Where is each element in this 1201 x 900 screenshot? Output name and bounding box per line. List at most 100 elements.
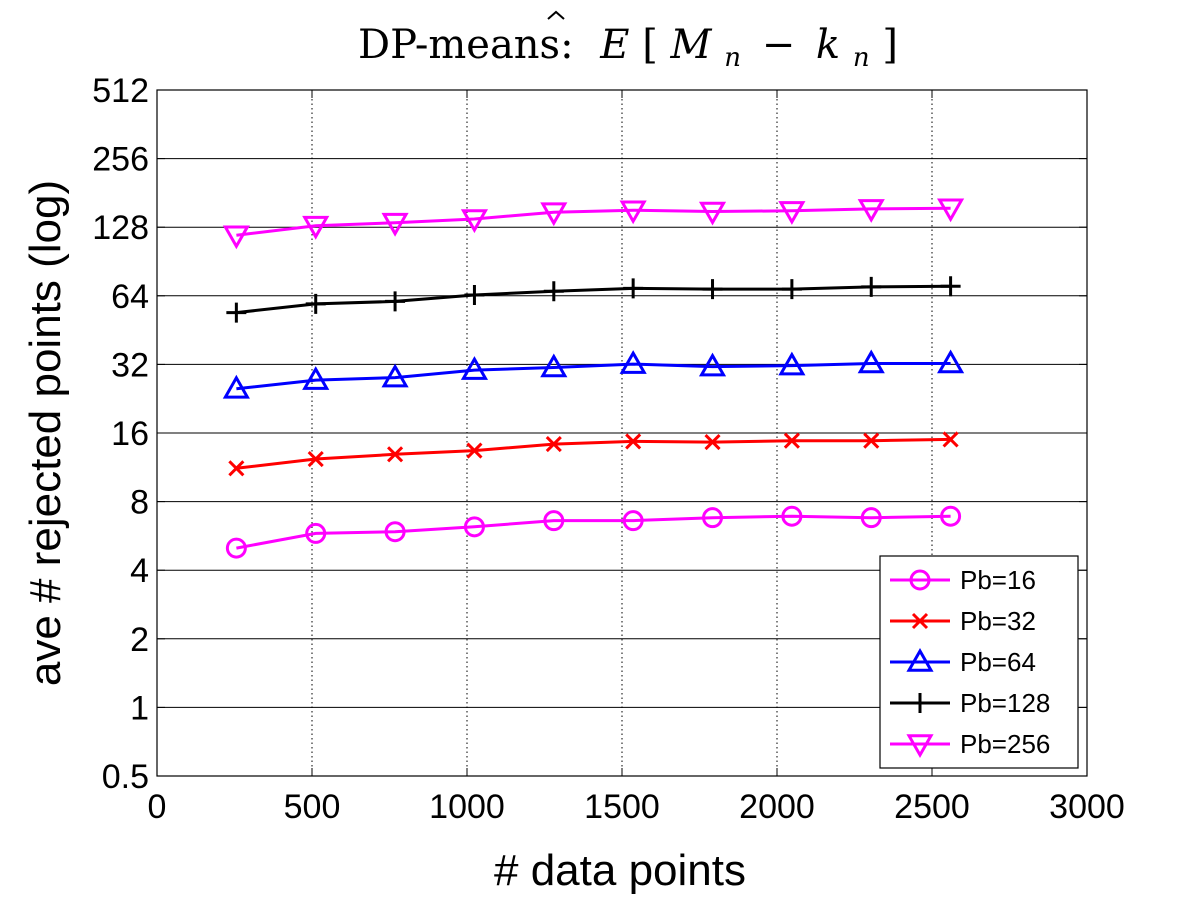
data-point [704, 434, 721, 451]
data-point [623, 278, 644, 299]
data-point [857, 199, 885, 223]
axes: 0 500 1000 1500 2000 2500 3000 0.5 1 2 4 8 16 32 64 128… [92, 72, 1125, 826]
title-prefix: DP-means: [358, 22, 574, 68]
data-point [463, 516, 485, 538]
data-point [781, 279, 802, 300]
data-point [222, 225, 250, 250]
legend-marker [909, 569, 931, 591]
series-line [236, 362, 951, 391]
legend-label: Pb=16 [960, 565, 1036, 595]
x-tick-label: 2000 [739, 788, 815, 826]
series-layer [222, 198, 965, 559]
series-line [236, 284, 951, 315]
data-point [857, 349, 885, 374]
data-point [861, 276, 882, 297]
series-pb-32 [228, 431, 959, 477]
data-point [540, 353, 568, 378]
data-point [702, 507, 724, 529]
data-point [222, 374, 250, 399]
data-point [387, 446, 404, 463]
data-point [381, 212, 409, 237]
y-tick-label: 2 [130, 621, 149, 659]
x-tick-label: 3000 [1049, 788, 1125, 826]
data-point [226, 302, 247, 323]
legend-marker [911, 612, 929, 630]
data-point [305, 293, 326, 314]
x-axis-label: # data points [494, 846, 746, 895]
x-tick-label: 1000 [429, 788, 505, 826]
series-pb-16 [225, 505, 962, 559]
y-tick-label: 1 [130, 689, 149, 727]
y-tick-label: 8 [130, 484, 149, 522]
data-point [543, 510, 565, 532]
series-line [236, 437, 951, 470]
data-point [860, 507, 882, 529]
y-tick-label: 4 [130, 552, 149, 590]
data-point [384, 521, 406, 543]
y-tick-label: 256 [92, 141, 149, 179]
x-tick-label: 2500 [894, 788, 970, 826]
title-k-sub: n [853, 43, 870, 73]
series-line [236, 514, 951, 550]
series-pb-128 [226, 276, 961, 323]
data-point [464, 285, 485, 306]
data-point [460, 356, 489, 380]
legend-label: Pb=64 [960, 647, 1036, 677]
data-point [228, 460, 245, 477]
data-point [622, 510, 644, 532]
data-point [619, 350, 647, 374]
title-k: k [816, 22, 840, 68]
data-point [863, 432, 880, 449]
title-hat-mark [547, 10, 565, 20]
x-tick-label: 0 [148, 788, 167, 826]
x-tick-label: 500 [284, 788, 341, 826]
y-axis-label: ave # rejected points (log) [21, 180, 70, 686]
data-point [302, 366, 330, 390]
title-minus: − [762, 22, 796, 68]
data-point [225, 537, 247, 559]
y-tick-label: 512 [92, 72, 149, 110]
series-line [236, 206, 951, 237]
y-tick-label: 16 [111, 415, 149, 453]
y-tick-label: 0.5 [102, 758, 149, 796]
legend-entry: Pb=128 [890, 688, 1050, 718]
data-point [543, 281, 564, 302]
data-point [940, 505, 962, 527]
data-point [778, 351, 806, 376]
data-point [302, 215, 330, 240]
data-point [460, 209, 489, 234]
data-point [619, 200, 647, 225]
title-m: M [670, 22, 713, 68]
title-bracket-close: ] [882, 22, 898, 68]
legend-marker [906, 734, 934, 759]
data-point [540, 202, 568, 227]
legend-label: Pb=128 [960, 688, 1050, 718]
series-pb-64 [222, 349, 965, 399]
legend-entry: Pb=256 [890, 729, 1050, 759]
data-point [466, 442, 483, 459]
data-point [307, 450, 324, 468]
data-point [698, 201, 727, 226]
x-tick-label: 1500 [584, 788, 660, 826]
data-point [625, 433, 642, 450]
title-bracket-open: [ [642, 22, 658, 68]
legend-entry: Pb=16 [890, 565, 1036, 595]
data-point [698, 352, 727, 377]
y-tick-label: 64 [111, 278, 149, 316]
data-point [942, 431, 959, 448]
title-estimator: E [599, 22, 629, 68]
data-point [385, 291, 406, 312]
data-point [381, 363, 409, 388]
data-point [305, 522, 327, 544]
chart-title: DP-means: E [ M n − k n ] [358, 22, 898, 76]
legend-entry: Pb=64 [890, 647, 1036, 677]
legend-marker [906, 647, 934, 672]
legend-label: Pb=32 [960, 606, 1036, 636]
legend: Pb=16 Pb=32 Pb=64 Pb=128 Pb=256 [879, 555, 1079, 769]
series-pb-256 [222, 198, 965, 250]
data-point [937, 198, 965, 223]
y-tick-label: 128 [92, 209, 149, 247]
data-point [940, 276, 961, 297]
legend-marker [910, 693, 930, 713]
